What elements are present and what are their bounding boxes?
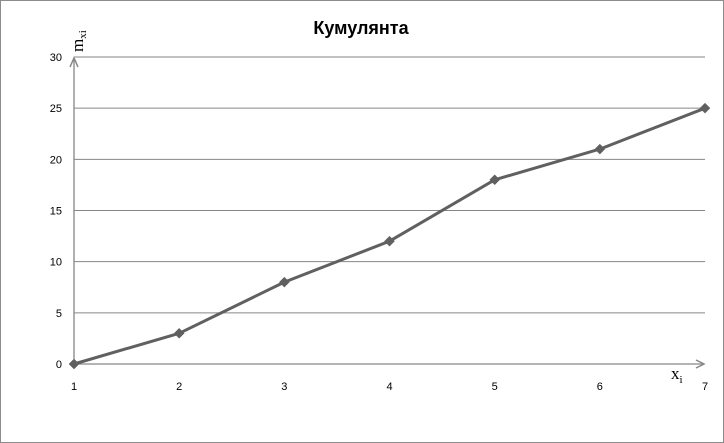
y-tick-label: 5 xyxy=(56,308,62,320)
x-tick-label: 1 xyxy=(71,381,77,393)
y-tick-label: 25 xyxy=(50,103,62,115)
y-tick-label: 10 xyxy=(50,257,62,269)
x-axis-arrow xyxy=(695,359,706,369)
y-tick-label: 0 xyxy=(56,359,62,371)
y-tick-labels: 0 5 10 15 20 25 30 xyxy=(50,52,62,371)
x-tick-label: 3 xyxy=(281,381,287,393)
x-tick-label: 2 xyxy=(176,381,182,393)
y-tick-label: 30 xyxy=(50,52,62,64)
chart-title: Кумулянта xyxy=(313,18,409,38)
y-axis-label: mxi xyxy=(68,30,89,52)
gridlines xyxy=(74,56,705,314)
y-axis-arrow xyxy=(69,56,79,68)
y-tick-label: 20 xyxy=(50,154,62,166)
data-point-marker xyxy=(278,276,290,288)
x-tick-label: 6 xyxy=(597,381,603,393)
y-tick-label: 15 xyxy=(50,206,62,218)
x-tick-label: 7 xyxy=(702,381,708,393)
x-tick-label: 4 xyxy=(386,381,392,393)
x-tick-label: 5 xyxy=(492,381,498,393)
series-group xyxy=(68,102,711,370)
data-point-marker xyxy=(68,358,80,370)
data-point-marker xyxy=(384,235,395,247)
axes xyxy=(69,56,706,369)
data-point-marker xyxy=(173,327,185,339)
data-point-marker xyxy=(594,143,606,155)
data-point-marker xyxy=(489,174,501,186)
axis-labels: mxi xi xyxy=(68,30,683,386)
x-tick-labels: 1 2 3 4 5 6 7 xyxy=(71,381,708,393)
x-axis-label: xi xyxy=(671,364,683,386)
data-point-marker xyxy=(699,102,711,114)
